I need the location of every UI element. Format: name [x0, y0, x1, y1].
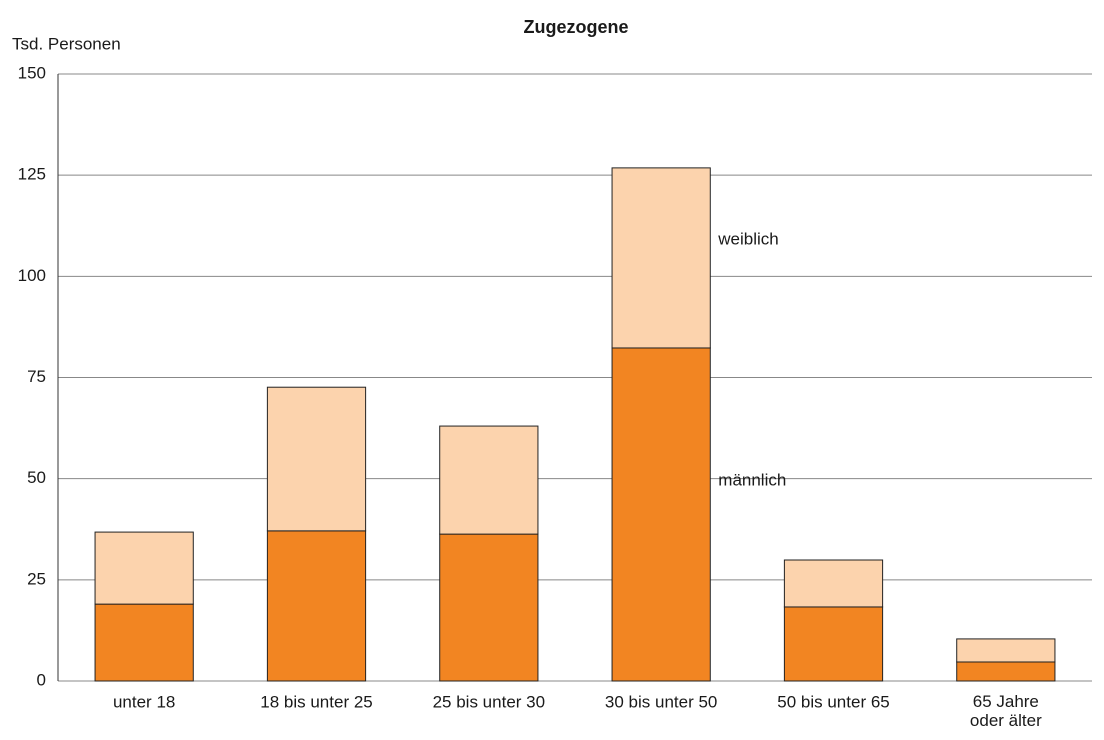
y-tick-label: 0	[37, 670, 46, 689]
y-tick-label: 100	[18, 266, 46, 285]
bar-segment	[439, 425, 539, 535]
bar-segment	[439, 533, 539, 682]
x-tick-label: unter 18	[113, 692, 175, 711]
y-tick-label: 50	[27, 468, 46, 487]
bar-segment	[783, 559, 884, 608]
y-tick-label: 25	[27, 569, 46, 588]
chart-title: Zugezogene	[523, 17, 628, 37]
x-tick-label: 50 bis unter 65	[777, 692, 889, 711]
bar-segment	[94, 531, 194, 605]
y-tick-label: 75	[27, 367, 46, 386]
bar-segment	[266, 386, 367, 532]
bar-segment	[611, 347, 711, 682]
bar-segment	[266, 530, 367, 682]
bar-segment	[956, 661, 1056, 682]
x-tick-label: 65 Jahre oder älter	[970, 692, 1042, 730]
y-tick-label: 125	[18, 165, 46, 184]
series-label: weiblich	[717, 229, 778, 248]
x-tick-label: 25 bis unter 30	[433, 692, 545, 711]
series-label: männlich	[718, 471, 786, 490]
bar-segment	[956, 638, 1056, 663]
bar-segment	[94, 603, 194, 682]
x-tick-label: 30 bis unter 50	[605, 692, 717, 711]
y-axis-label: Tsd. Personen	[12, 34, 121, 53]
x-tick-label: 18 bis unter 25	[260, 692, 372, 711]
bar-segment	[783, 606, 884, 682]
y-tick-label: 150	[18, 63, 46, 82]
bar-segment	[611, 167, 711, 349]
